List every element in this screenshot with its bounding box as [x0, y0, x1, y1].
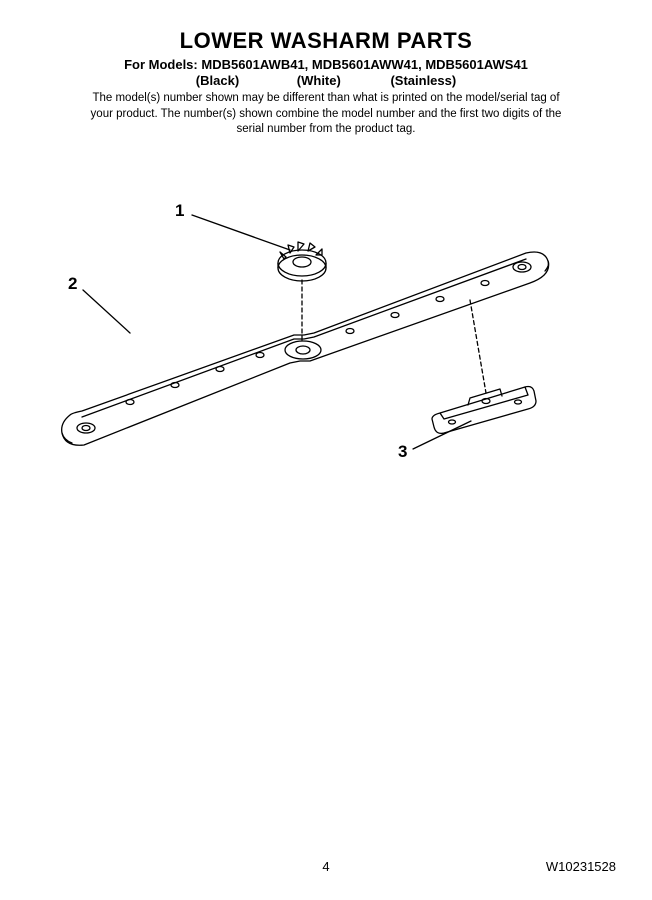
leader-line-3	[413, 421, 471, 449]
models-list: MDB5601AWB41, MDB5601AWW41, MDB5601AWS41	[201, 57, 528, 72]
doc-number: W10231528	[546, 859, 616, 874]
color-stainless: (Stainless)	[390, 73, 456, 88]
part-1-hub	[278, 242, 326, 340]
page-title: LOWER WASHARM PARTS	[0, 28, 652, 54]
models-prefix: For Models:	[124, 57, 201, 72]
color-black: (Black)	[196, 73, 239, 88]
header: LOWER WASHARM PARTS For Models: MDB5601A…	[0, 0, 652, 138]
callout-1: 1	[175, 201, 184, 221]
color-white: (White)	[297, 73, 341, 88]
leader-line-1	[192, 215, 290, 250]
assembly-line-3	[470, 300, 486, 393]
models-line: For Models: MDB5601AWB41, MDB5601AWW41, …	[0, 57, 652, 72]
disclaimer-text: The model(s) number shown may be differe…	[0, 91, 652, 138]
callout-3: 3	[398, 442, 407, 462]
exploded-diagram: 1 2 3	[0, 165, 652, 785]
colors-line: (Black) (White) (Stainless)	[0, 73, 652, 88]
callout-2: 2	[68, 274, 77, 294]
page-number: 4	[322, 859, 329, 874]
leader-line-2	[83, 290, 130, 333]
diagram-svg	[0, 165, 652, 785]
part-3-bracket	[432, 387, 536, 434]
